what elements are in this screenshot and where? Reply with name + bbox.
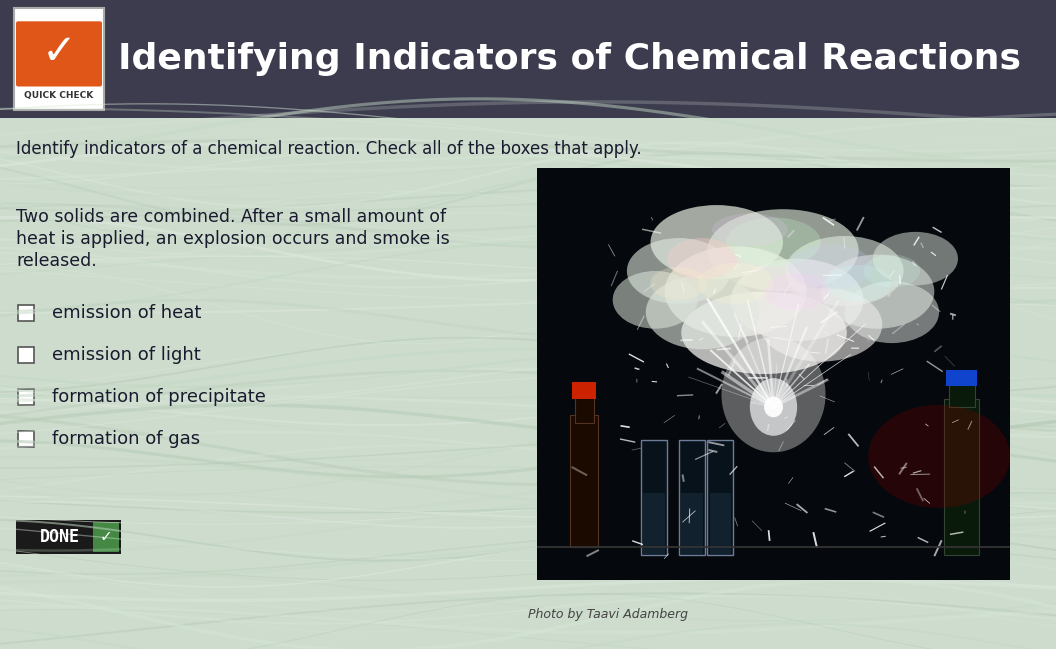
Bar	[0, 118, 1056, 649]
Bar	[18, 305, 34, 321]
Text: QUICK CHECK: QUICK CHECK	[24, 91, 94, 100]
FancyBboxPatch shape	[14, 8, 103, 110]
Ellipse shape	[667, 238, 738, 279]
Ellipse shape	[750, 378, 797, 435]
Ellipse shape	[873, 232, 958, 286]
Text: released.: released.	[16, 252, 97, 270]
Bar	[641, 440, 667, 556]
Ellipse shape	[664, 246, 807, 337]
Text: formation of precipitate: formation of precipitate	[52, 388, 266, 406]
Bar	[574, 391, 593, 423]
Ellipse shape	[868, 405, 1010, 508]
Text: formation of gas: formation of gas	[52, 430, 201, 448]
FancyBboxPatch shape	[16, 520, 121, 554]
Ellipse shape	[681, 291, 847, 374]
Text: Photo by Taavi Adamberg: Photo by Taavi Adamberg	[528, 608, 689, 621]
Ellipse shape	[646, 275, 759, 349]
Ellipse shape	[759, 288, 883, 361]
Bar	[681, 493, 702, 556]
Ellipse shape	[864, 254, 920, 288]
Ellipse shape	[731, 259, 864, 341]
Ellipse shape	[788, 244, 873, 289]
Ellipse shape	[627, 238, 731, 304]
Ellipse shape	[650, 267, 708, 300]
Ellipse shape	[650, 205, 782, 279]
Ellipse shape	[765, 273, 830, 310]
Ellipse shape	[765, 397, 782, 417]
Text: Two solids are combined. After a small amount of: Two solids are combined. After a small a…	[16, 208, 446, 226]
Text: Identifying Indicators of Chemical Reactions: Identifying Indicators of Chemical React…	[118, 42, 1021, 76]
Bar	[643, 493, 664, 556]
Ellipse shape	[712, 214, 788, 246]
Bar	[708, 440, 733, 556]
Bar	[572, 382, 597, 398]
Text: ✓: ✓	[41, 31, 76, 73]
Bar	[944, 398, 979, 556]
Ellipse shape	[612, 271, 698, 328]
Ellipse shape	[786, 236, 904, 306]
Ellipse shape	[821, 254, 935, 328]
Ellipse shape	[721, 337, 826, 452]
Bar	[0, 0, 1056, 118]
Text: emission of light: emission of light	[52, 346, 201, 364]
Ellipse shape	[708, 209, 859, 291]
Text: DONE: DONE	[40, 528, 80, 546]
Ellipse shape	[826, 265, 891, 302]
Bar	[18, 389, 34, 405]
FancyBboxPatch shape	[16, 21, 102, 86]
Bar	[18, 347, 34, 363]
Text: heat is applied, an explosion occurs and smoke is: heat is applied, an explosion occurs and…	[16, 230, 450, 248]
Ellipse shape	[727, 217, 821, 267]
Text: Identify indicators of a chemical reaction. Check all of the boxes that apply.: Identify indicators of a chemical reacti…	[16, 140, 642, 158]
Bar	[679, 440, 705, 556]
Bar	[710, 493, 731, 556]
Bar	[93, 522, 119, 552]
Ellipse shape	[698, 263, 773, 304]
Bar	[570, 415, 599, 547]
Bar	[18, 431, 34, 447]
Ellipse shape	[845, 281, 939, 343]
Bar	[948, 378, 975, 407]
Text: ✓: ✓	[99, 530, 112, 545]
Bar	[946, 370, 977, 386]
Text: emission of heat: emission of heat	[52, 304, 202, 322]
